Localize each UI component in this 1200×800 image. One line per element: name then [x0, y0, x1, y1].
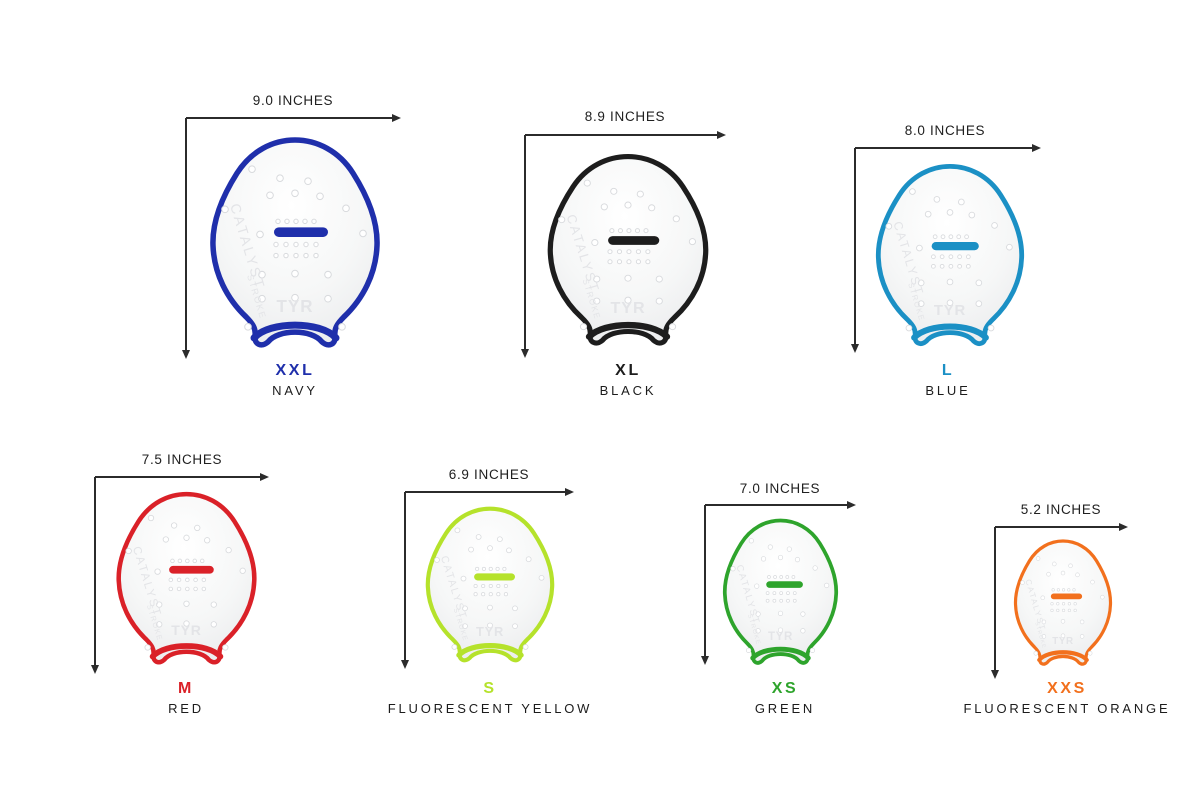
- width-arrow-head-icon: [260, 473, 269, 481]
- size-label: M: [178, 680, 194, 697]
- size-label: XXS: [1047, 680, 1087, 697]
- height-arrow-line: [994, 527, 996, 670]
- height-arrow-line: [404, 492, 406, 660]
- width-dimension-label: 5.2 INCHES: [1020, 502, 1102, 517]
- width-dimension-label: 8.0 INCHES: [904, 123, 986, 138]
- width-arrow-head-icon: [1032, 144, 1041, 152]
- color-name-label: BLACK: [599, 383, 657, 398]
- height-arrow-line: [854, 148, 856, 344]
- width-arrow-line: [855, 147, 1032, 149]
- width-arrow-line: [525, 134, 717, 136]
- paddle-illustration: CATALYST STROKE TYR: [427, 508, 553, 661]
- width-arrow-head-icon: [392, 114, 401, 122]
- size-label: XS: [771, 680, 799, 697]
- height-arrow-head-icon: [521, 349, 529, 358]
- paddle-illustration: CATALYST STROKE TYR: [724, 520, 837, 664]
- width-arrow-line: [995, 526, 1119, 528]
- logo-watermark: TYR: [1052, 636, 1074, 647]
- width-arrow-line: [405, 491, 565, 493]
- paddle-illustration: CATALYST STROKE TYR: [877, 165, 1023, 345]
- size-label: XXL: [275, 362, 315, 379]
- width-dimension-label: 7.5 INCHES: [141, 452, 223, 467]
- width-arrow-head-icon: [847, 501, 856, 509]
- logo-watermark: TYR: [768, 630, 793, 643]
- paddle-illustration: CATALYST STROKE TYR: [549, 156, 707, 344]
- paddle-illustration: CATALYST STROKE TYR: [212, 139, 378, 346]
- width-arrow-head-icon: [565, 488, 574, 496]
- logo-watermark: TYR: [171, 622, 202, 638]
- height-arrow-line: [94, 477, 96, 665]
- width-arrow-line: [95, 476, 260, 478]
- color-name-label: BLUE: [925, 383, 971, 398]
- width-dimension-label: 7.0 INCHES: [739, 481, 821, 496]
- paddle-illustration: CATALYST STROKE TYR: [1015, 540, 1111, 665]
- paddle-illustration: CATALYST STROKE TYR: [118, 493, 255, 663]
- width-dimension-label: 9.0 INCHES: [252, 93, 334, 108]
- size-label: L: [941, 362, 955, 379]
- height-arrow-line: [524, 135, 526, 349]
- height-arrow-head-icon: [91, 665, 99, 674]
- size-label: S: [483, 680, 497, 697]
- color-name-label: FLUORESCENT YELLOW: [387, 701, 593, 716]
- width-dimension-label: 6.9 INCHES: [448, 467, 530, 482]
- width-arrow-head-icon: [1119, 523, 1128, 531]
- height-arrow-head-icon: [701, 656, 709, 665]
- size-label: XL: [615, 362, 641, 379]
- logo-watermark: TYR: [476, 624, 504, 639]
- height-arrow-line: [185, 118, 187, 350]
- height-arrow-head-icon: [991, 670, 999, 679]
- width-arrow-line: [705, 504, 847, 506]
- logo-watermark: TYR: [277, 297, 314, 316]
- width-arrow-head-icon: [717, 131, 726, 139]
- height-arrow-head-icon: [401, 660, 409, 669]
- width-dimension-label: 8.9 INCHES: [584, 109, 666, 124]
- width-arrow-line: [186, 117, 392, 119]
- color-name-label: RED: [168, 701, 204, 716]
- height-arrow-line: [704, 505, 706, 656]
- height-arrow-head-icon: [851, 344, 859, 353]
- logo-watermark: TYR: [610, 300, 645, 317]
- color-name-label: GREEN: [754, 701, 816, 716]
- height-arrow-head-icon: [182, 350, 190, 359]
- color-name-label: NAVY: [272, 383, 318, 398]
- color-name-label: FLUORESCENT ORANGE: [963, 701, 1171, 716]
- logo-watermark: TYR: [934, 303, 966, 319]
